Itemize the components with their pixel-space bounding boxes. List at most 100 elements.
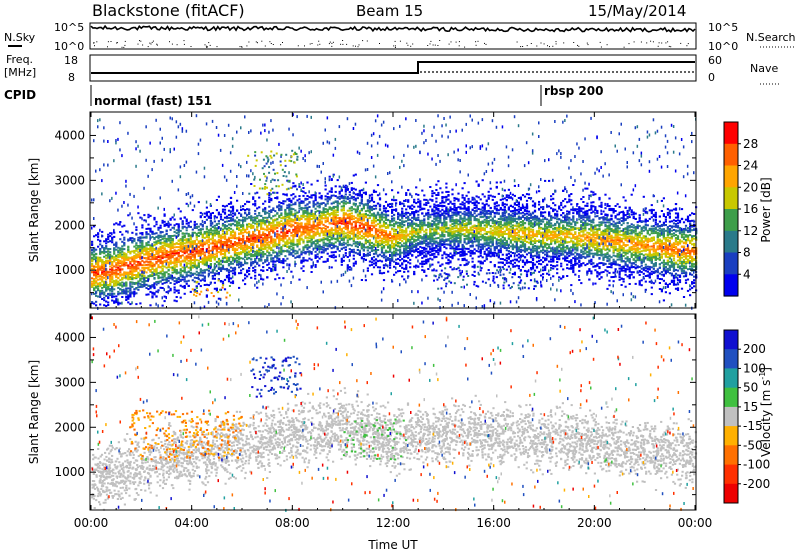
power-cell [292, 208, 295, 211]
power-cell [205, 249, 208, 253]
power-cell [308, 250, 311, 253]
power-cell [155, 220, 158, 223]
power-cell [296, 224, 299, 227]
power-cell [125, 254, 128, 257]
power-cell [334, 195, 337, 198]
noise-search-sample [628, 43, 630, 45]
power-cell [225, 225, 229, 227]
power-cell [352, 264, 355, 267]
power-cell [284, 237, 287, 240]
power-cell [193, 256, 196, 259]
power-cell [203, 241, 206, 244]
power-cell [217, 241, 220, 244]
power-cell [320, 251, 323, 254]
power-cell [340, 233, 343, 237]
power-cell [231, 249, 235, 251]
power-cell [125, 264, 128, 267]
power-cell [233, 273, 237, 276]
power-cell [310, 218, 313, 221]
power-cell [322, 202, 325, 204]
power-cell [197, 242, 200, 245]
power-cell [133, 270, 136, 273]
power-cell [165, 250, 168, 253]
power-cell [336, 204, 339, 207]
noise-search-sample [297, 45, 299, 47]
power-cell [181, 278, 184, 281]
power-cell [205, 122, 208, 126]
power-cell [233, 253, 237, 256]
power-cell [280, 247, 283, 250]
power-cell [326, 217, 329, 220]
power-cell [135, 260, 138, 263]
power-cell [260, 252, 263, 255]
power-cell [185, 265, 188, 268]
power-cell [340, 222, 343, 225]
power-cell [193, 260, 196, 262]
power-cell [308, 220, 311, 223]
power-cell [298, 183, 300, 186]
power-cell [236, 222, 239, 225]
power-cell [163, 300, 166, 303]
power-cell [97, 264, 100, 267]
power-cell [163, 256, 166, 259]
power-cell [201, 269, 204, 272]
power-cell [181, 241, 184, 244]
power-cell [135, 266, 138, 269]
power-cell [171, 252, 174, 255]
power-cell [135, 242, 138, 245]
power-cell [181, 238, 184, 241]
power-cell [304, 159, 306, 163]
power-cell [332, 219, 335, 222]
power-cell [238, 244, 241, 247]
power-cell [177, 271, 180, 274]
power-cell [161, 241, 164, 244]
power-cell [117, 298, 119, 302]
power-cell [227, 276, 231, 279]
power-cell [203, 222, 206, 224]
power-cell [308, 212, 311, 215]
power-cell [324, 198, 327, 201]
power-cell [129, 257, 132, 260]
power-cell [244, 250, 247, 253]
power-cell [221, 266, 225, 269]
power-cell [177, 246, 180, 249]
power-cell [213, 258, 216, 261]
power-cell [264, 233, 267, 235]
power-cell [276, 243, 279, 246]
power-cell [244, 256, 247, 259]
power-cell [352, 238, 355, 241]
power-cell [125, 273, 128, 275]
power-cell [330, 213, 333, 216]
power-cell [221, 241, 225, 244]
power-cell [336, 230, 339, 233]
power-cell [278, 258, 281, 261]
power-cell [272, 260, 275, 263]
power-cell [240, 232, 243, 235]
power-cell [296, 233, 299, 235]
power-cell [131, 240, 134, 243]
power-cell [312, 225, 315, 228]
power-cell [147, 261, 150, 264]
power-cell [95, 274, 98, 277]
power-cell [101, 298, 104, 300]
power-cell [248, 131, 250, 134]
power-cell [336, 196, 339, 199]
power-cell [340, 239, 343, 241]
power-cell [211, 225, 214, 228]
power-cell [302, 200, 305, 203]
power-cell [252, 240, 255, 243]
power-cell [121, 285, 124, 288]
power-cell [115, 241, 118, 244]
power-cell [248, 213, 251, 216]
power-cell [169, 241, 172, 244]
power-cell [252, 244, 255, 247]
power-cell [221, 247, 225, 250]
power-cell [344, 252, 347, 255]
power-cell [294, 249, 297, 252]
power-cell [141, 236, 144, 239]
power-cell [177, 125, 180, 129]
power-cell [300, 259, 303, 262]
power-cell [231, 207, 235, 210]
power-cell [250, 240, 253, 243]
power-cell [227, 226, 231, 229]
